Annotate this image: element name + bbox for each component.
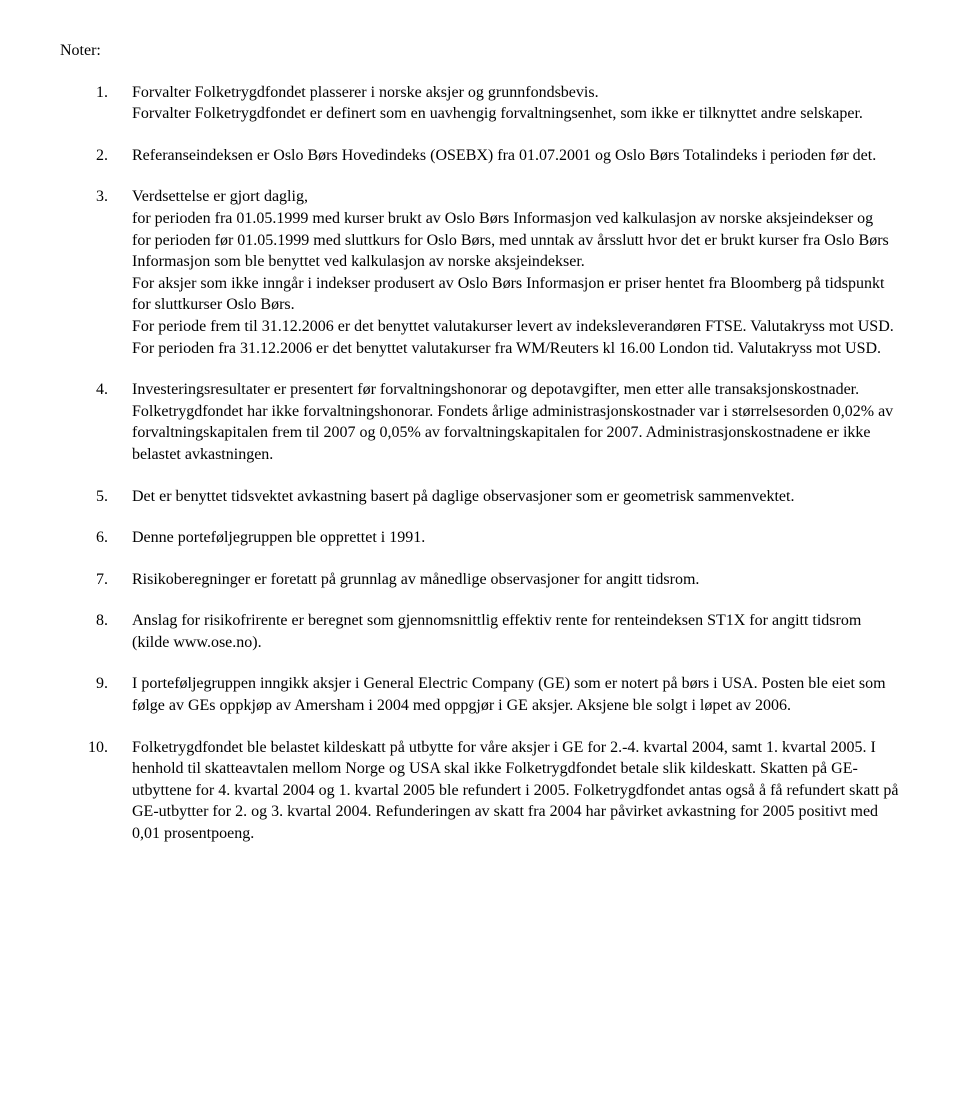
note-number: 7. [60,569,132,591]
notes-list: 1.Forvalter Folketrygdfondet plasserer i… [60,82,900,845]
note-number: 1. [60,82,132,125]
note-body: Risikoberegninger er foretatt på grunnla… [132,569,900,591]
note-item: 2.Referanseindeksen er Oslo Børs Hovedin… [60,145,900,167]
note-paragraph: Risikoberegninger er foretatt på grunnla… [132,569,900,591]
note-number: 8. [60,610,132,653]
note-number: 9. [60,673,132,716]
note-item: 8.Anslag for risikofrirente er beregnet … [60,610,900,653]
note-item: 5.Det er benyttet tidsvektet avkastning … [60,486,900,508]
note-paragraph: Verdsettelse er gjort daglig, [132,186,900,208]
note-body: Referanseindeksen er Oslo Børs Hovedinde… [132,145,900,167]
note-number: 2. [60,145,132,167]
note-paragraph: for perioden før 01.05.1999 med sluttkur… [132,230,900,273]
note-item: 6.Denne porteføljegruppen ble opprettet … [60,527,900,549]
note-number: 6. [60,527,132,549]
note-paragraph: For aksjer som ikke inngår i indekser pr… [132,273,900,316]
note-paragraph: Folketrygdfondet ble belastet kildeskatt… [132,737,900,845]
note-paragraph: for perioden fra 01.05.1999 med kurser b… [132,208,900,230]
note-item: 1.Forvalter Folketrygdfondet plasserer i… [60,82,900,125]
note-number: 5. [60,486,132,508]
note-item: 3.Verdsettelse er gjort daglig,for perio… [60,186,900,359]
note-item: 9.I porteføljegruppen inngikk aksjer i G… [60,673,900,716]
note-paragraph: Referanseindeksen er Oslo Børs Hovedinde… [132,145,900,167]
note-body: I porteføljegruppen inngikk aksjer i Gen… [132,673,900,716]
note-paragraph: I porteføljegruppen inngikk aksjer i Gen… [132,673,900,716]
note-paragraph: Forvalter Folketrygdfondet er definert s… [132,103,900,125]
note-body: Forvalter Folketrygdfondet plasserer i n… [132,82,900,125]
note-item: 4.Investeringsresultater er presentert f… [60,379,900,465]
note-number: 4. [60,379,132,465]
note-body: Folketrygdfondet ble belastet kildeskatt… [132,737,900,845]
note-paragraph: For periode frem til 31.12.2006 er det b… [132,316,900,338]
note-body: Investeringsresultater er presentert før… [132,379,900,465]
note-number: 3. [60,186,132,359]
note-body: Denne porteføljegruppen ble opprettet i … [132,527,900,549]
note-paragraph: Investeringsresultater er presentert før… [132,379,900,465]
note-number: 10. [60,737,132,845]
note-body: Det er benyttet tidsvektet avkastning ba… [132,486,900,508]
note-paragraph: Anslag for risikofrirente er beregnet so… [132,610,900,653]
note-paragraph: Det er benyttet tidsvektet avkastning ba… [132,486,900,508]
note-paragraph: Denne porteføljegruppen ble opprettet i … [132,527,900,549]
note-item: 7.Risikoberegninger er foretatt på grunn… [60,569,900,591]
note-body: Verdsettelse er gjort daglig,for periode… [132,186,900,359]
document-heading: Noter: [60,40,900,62]
note-paragraph: For perioden fra 31.12.2006 er det benyt… [132,338,900,360]
note-paragraph: Forvalter Folketrygdfondet plasserer i n… [132,82,900,104]
note-item: 10.Folketrygdfondet ble belastet kildesk… [60,737,900,845]
note-body: Anslag for risikofrirente er beregnet so… [132,610,900,653]
